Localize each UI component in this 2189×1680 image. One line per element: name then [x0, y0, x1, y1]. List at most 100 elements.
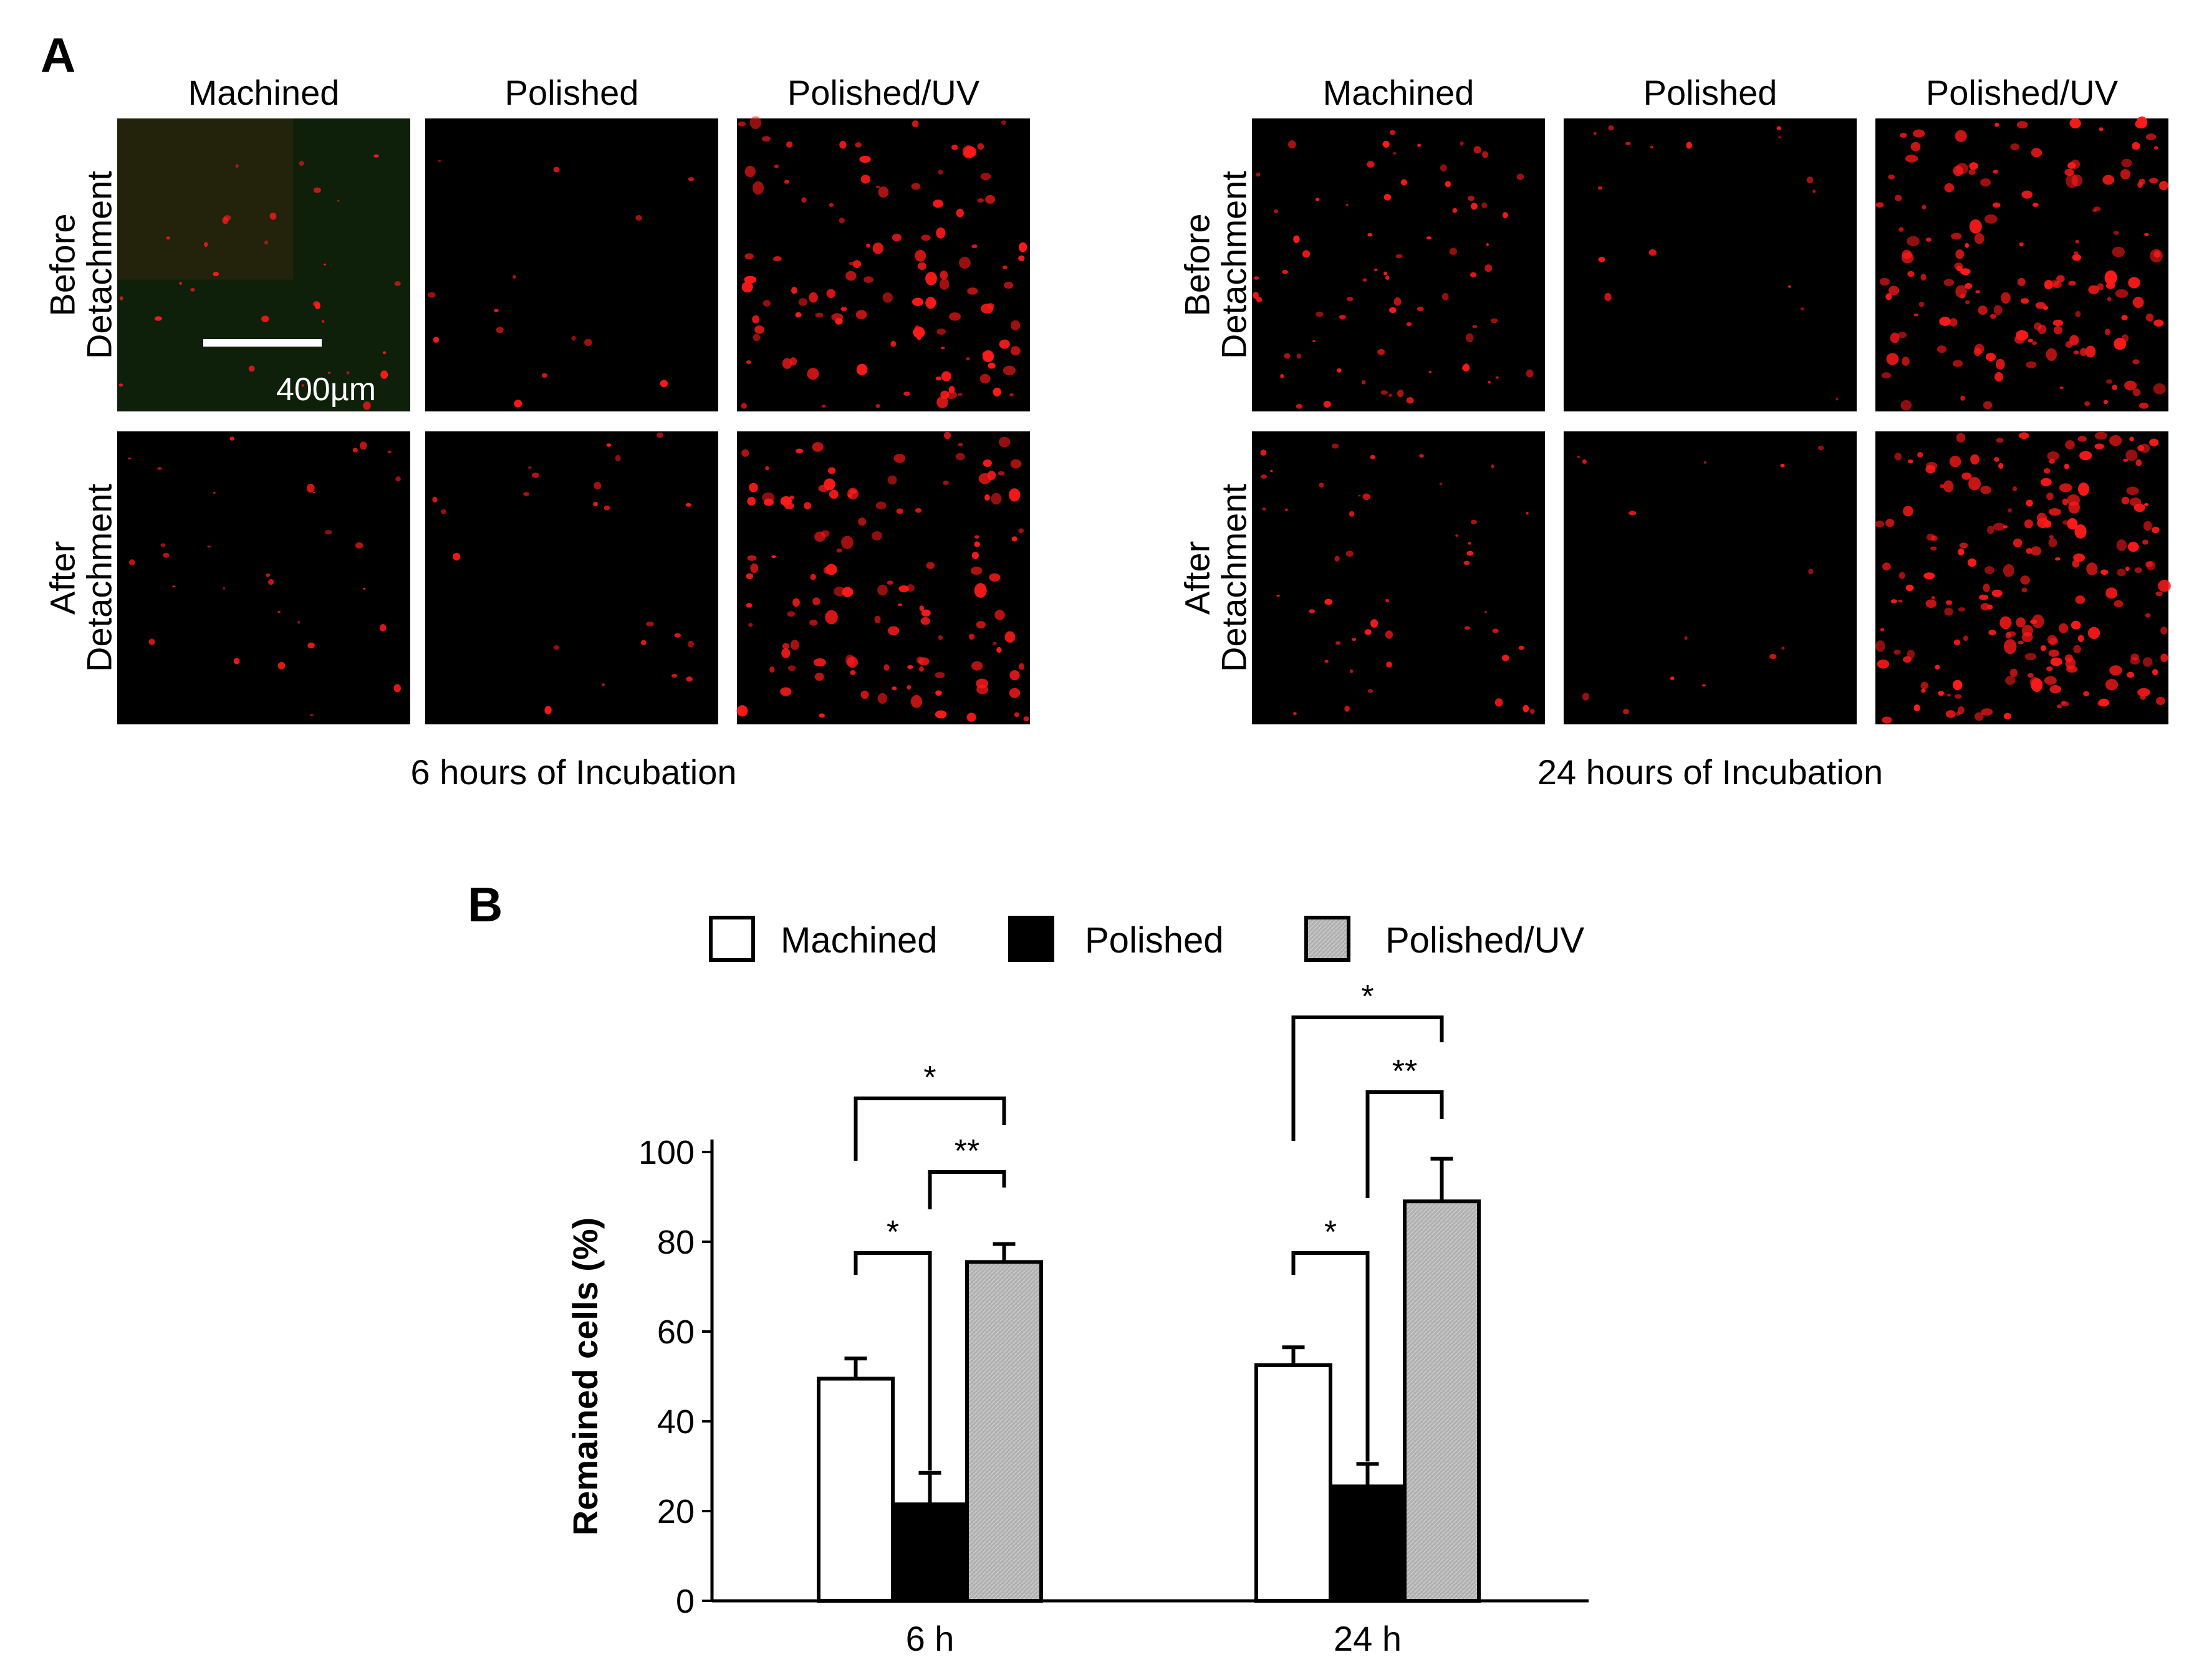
cell-dot — [2143, 521, 2152, 531]
cell-dot — [1349, 511, 1355, 517]
cell-dot — [736, 705, 748, 717]
cell-dot — [936, 329, 946, 335]
cell-dot — [1881, 372, 1892, 379]
cell-dot — [1918, 301, 1925, 307]
cell-dot — [1386, 661, 1393, 668]
cell-dot — [1875, 640, 1885, 652]
cell-dot — [1530, 709, 1535, 714]
cell-dot — [2145, 561, 2153, 567]
cell-dot — [1885, 519, 1895, 527]
cell-dot — [1898, 600, 1903, 603]
cell-dot — [771, 555, 776, 559]
cell-dot — [991, 492, 1002, 505]
cell-dot — [2003, 564, 2014, 577]
cell-dot — [346, 371, 350, 375]
cell-dot — [1920, 681, 1928, 689]
cell-dot — [2138, 402, 2149, 409]
row-label: AfterDetachment — [1178, 484, 1254, 672]
cell-dot — [2046, 666, 2053, 671]
significance-mark: * — [887, 1214, 899, 1250]
row-label-line2: Detachment — [79, 484, 118, 672]
cell-dot — [849, 261, 854, 266]
cell-dot — [1319, 482, 1324, 488]
cell-dot — [819, 713, 825, 718]
cell-dot — [1582, 693, 1589, 701]
cell-dot — [1935, 665, 1940, 670]
cell-dot — [307, 642, 315, 649]
significance-mark: * — [923, 1060, 936, 1096]
cell-dot — [1463, 560, 1470, 565]
cell-dot — [815, 312, 824, 318]
y-tick-label: 40 — [657, 1403, 695, 1441]
cell-dot — [786, 141, 793, 148]
cell-dot — [688, 177, 695, 181]
cell-dot — [2073, 251, 2079, 254]
cell-dot — [2109, 435, 2122, 446]
cell-dot — [1993, 202, 2001, 208]
cell-dot — [762, 136, 771, 142]
cell-dot — [360, 441, 367, 450]
cell-dot — [2129, 436, 2134, 442]
cell-dot — [875, 501, 887, 510]
cell-dot — [1334, 555, 1340, 562]
cell-dot — [971, 244, 978, 249]
cell-dot — [2132, 142, 2140, 150]
incubation-caption: 24 hours of Incubation — [1537, 752, 1883, 792]
cell-dot — [1382, 140, 1390, 148]
cell-dot — [2113, 231, 2119, 235]
cell-dot — [2075, 239, 2079, 244]
cell-dot — [2105, 679, 2119, 691]
cell-dot — [1973, 347, 1981, 357]
cell-dot — [1389, 307, 1397, 314]
cell-dot — [1293, 235, 1300, 243]
cell-dot — [749, 482, 758, 492]
cell-dot — [882, 292, 893, 303]
cell-dot — [1776, 126, 1781, 130]
cell-dot — [856, 363, 868, 375]
cell-dot — [1261, 474, 1267, 479]
cell-dot — [926, 562, 935, 569]
cell-dot — [2149, 438, 2159, 446]
cell-dot — [2032, 341, 2037, 345]
legend-swatch-1 — [1008, 916, 1054, 962]
cell-dot — [1970, 454, 1980, 465]
cell-dot — [1629, 511, 1637, 516]
significance-mark: * — [1361, 979, 1374, 1015]
cell-dot — [324, 530, 332, 535]
cell-dot — [839, 218, 845, 224]
cell-dot — [1938, 691, 1945, 696]
cell-dot — [2024, 653, 2037, 661]
cell-dot — [128, 559, 135, 566]
cell-dot — [1496, 376, 1499, 379]
cell-dot — [2153, 251, 2161, 258]
cell-dot — [660, 380, 668, 388]
cell-dot — [1993, 305, 2003, 315]
cell-dot — [2008, 508, 2012, 513]
micrograph-grid: Machined Polished Polished/UVBeforeDetachm… — [43, 73, 2171, 792]
cell-dot — [890, 340, 897, 347]
cell-dot — [782, 358, 792, 369]
cell-dot — [765, 466, 769, 471]
cell-dot — [1472, 325, 1478, 329]
cell-dot — [268, 578, 274, 585]
cell-dot — [2071, 620, 2081, 630]
cell-dot — [2040, 645, 2047, 651]
cell-dot — [1335, 641, 1341, 645]
cell-dot — [828, 467, 836, 474]
cell-dot — [1598, 256, 1605, 262]
legend-swatch-2 — [1304, 916, 1350, 962]
cell-dot — [1684, 636, 1688, 640]
cell-dot — [741, 281, 753, 293]
cell-dot — [896, 508, 903, 514]
micrograph-image — [425, 118, 718, 411]
cell-dot — [784, 502, 794, 510]
x-tick-label: 6 h — [906, 1619, 955, 1658]
cell-dot — [966, 713, 976, 722]
cell-dot — [674, 633, 681, 638]
cell-dot — [981, 304, 994, 314]
cell-dot — [1954, 694, 1962, 699]
cell-dot — [864, 276, 874, 283]
row-label: BeforeDetachment — [1178, 171, 1254, 359]
image-background — [1252, 118, 1545, 411]
